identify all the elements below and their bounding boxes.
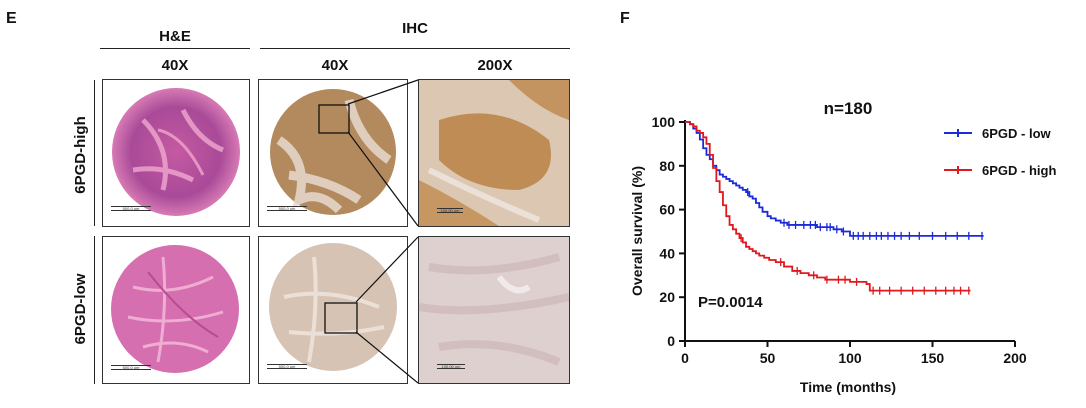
y-tick-label: 80 <box>659 158 675 174</box>
scalebar-he-low: 500.0 um <box>111 365 151 370</box>
header-ihc: IHC <box>402 20 428 37</box>
he-40x-high-image: 500.0 um <box>102 79 250 227</box>
y-tick-label: 40 <box>659 245 675 261</box>
mag-he-40x: 40X <box>161 57 189 74</box>
scalebar-he-high: 500.0 um <box>111 206 151 211</box>
ihc-200x-high-image: 100.00 um <box>418 79 570 227</box>
p-value-annotation: P=0.0014 <box>698 294 763 311</box>
y-tick-label: 100 <box>652 114 676 130</box>
row-rule-low <box>94 236 95 384</box>
scalebar-ihc-low: 500.0 um <box>267 364 307 369</box>
row-label-low: 6PGD-low <box>72 273 89 345</box>
panel-e-letter: E <box>6 10 17 27</box>
header-he: H&E <box>159 28 191 45</box>
x-tick-label: 0 <box>681 350 689 366</box>
x-tick-label: 100 <box>838 350 862 366</box>
ihc-header-rule <box>260 48 570 49</box>
y-axis-label: Overall survival (%) <box>630 166 645 296</box>
row-rule-high <box>94 80 95 226</box>
km-survival-chart: 0 20 40 60 80 100 0 50 100 150 200 n=180 Time (mon… <box>630 99 1056 395</box>
legend-label-low: 6PGD - low <box>982 126 1052 141</box>
chart-title: n=180 <box>824 99 873 118</box>
y-tick-label: 20 <box>659 289 675 305</box>
mag-ihc-200x: 200X <box>477 57 513 74</box>
scalebar-zoom-low: 100.00 um <box>437 364 465 369</box>
x-tick-label: 50 <box>760 350 776 366</box>
x-axis-label: Time (months) <box>800 379 896 395</box>
scalebar-zoom-high: 100.00 um <box>437 208 463 213</box>
he-40x-low-image: 500.0 um <box>102 236 250 384</box>
km-curves <box>685 121 984 295</box>
ihc-40x-high-image: 500.0 um <box>258 79 408 227</box>
x-tick-label: 200 <box>1003 350 1027 366</box>
scalebar-ihc-high: 500.0 um <box>267 206 307 211</box>
ihc-40x-low-image: 500.0 um <box>258 236 408 384</box>
panel-f-letter: F <box>620 10 630 27</box>
legend-label-high: 6PGD - high <box>982 163 1056 178</box>
x-tick-label: 150 <box>921 350 945 366</box>
ihc-200x-low-image: 100.00 um <box>418 236 570 384</box>
km-axes: 0 20 40 60 80 100 0 50 100 150 200 <box>652 114 1027 366</box>
y-tick-label: 0 <box>667 333 675 349</box>
y-tick-label: 60 <box>659 202 675 218</box>
survival-curve-high <box>685 121 971 292</box>
legend: 6PGD - low 6PGD - high <box>944 126 1056 178</box>
row-label-high: 6PGD-high <box>72 116 89 194</box>
he-header-rule <box>100 48 250 49</box>
mag-ihc-40x: 40X <box>321 57 349 74</box>
